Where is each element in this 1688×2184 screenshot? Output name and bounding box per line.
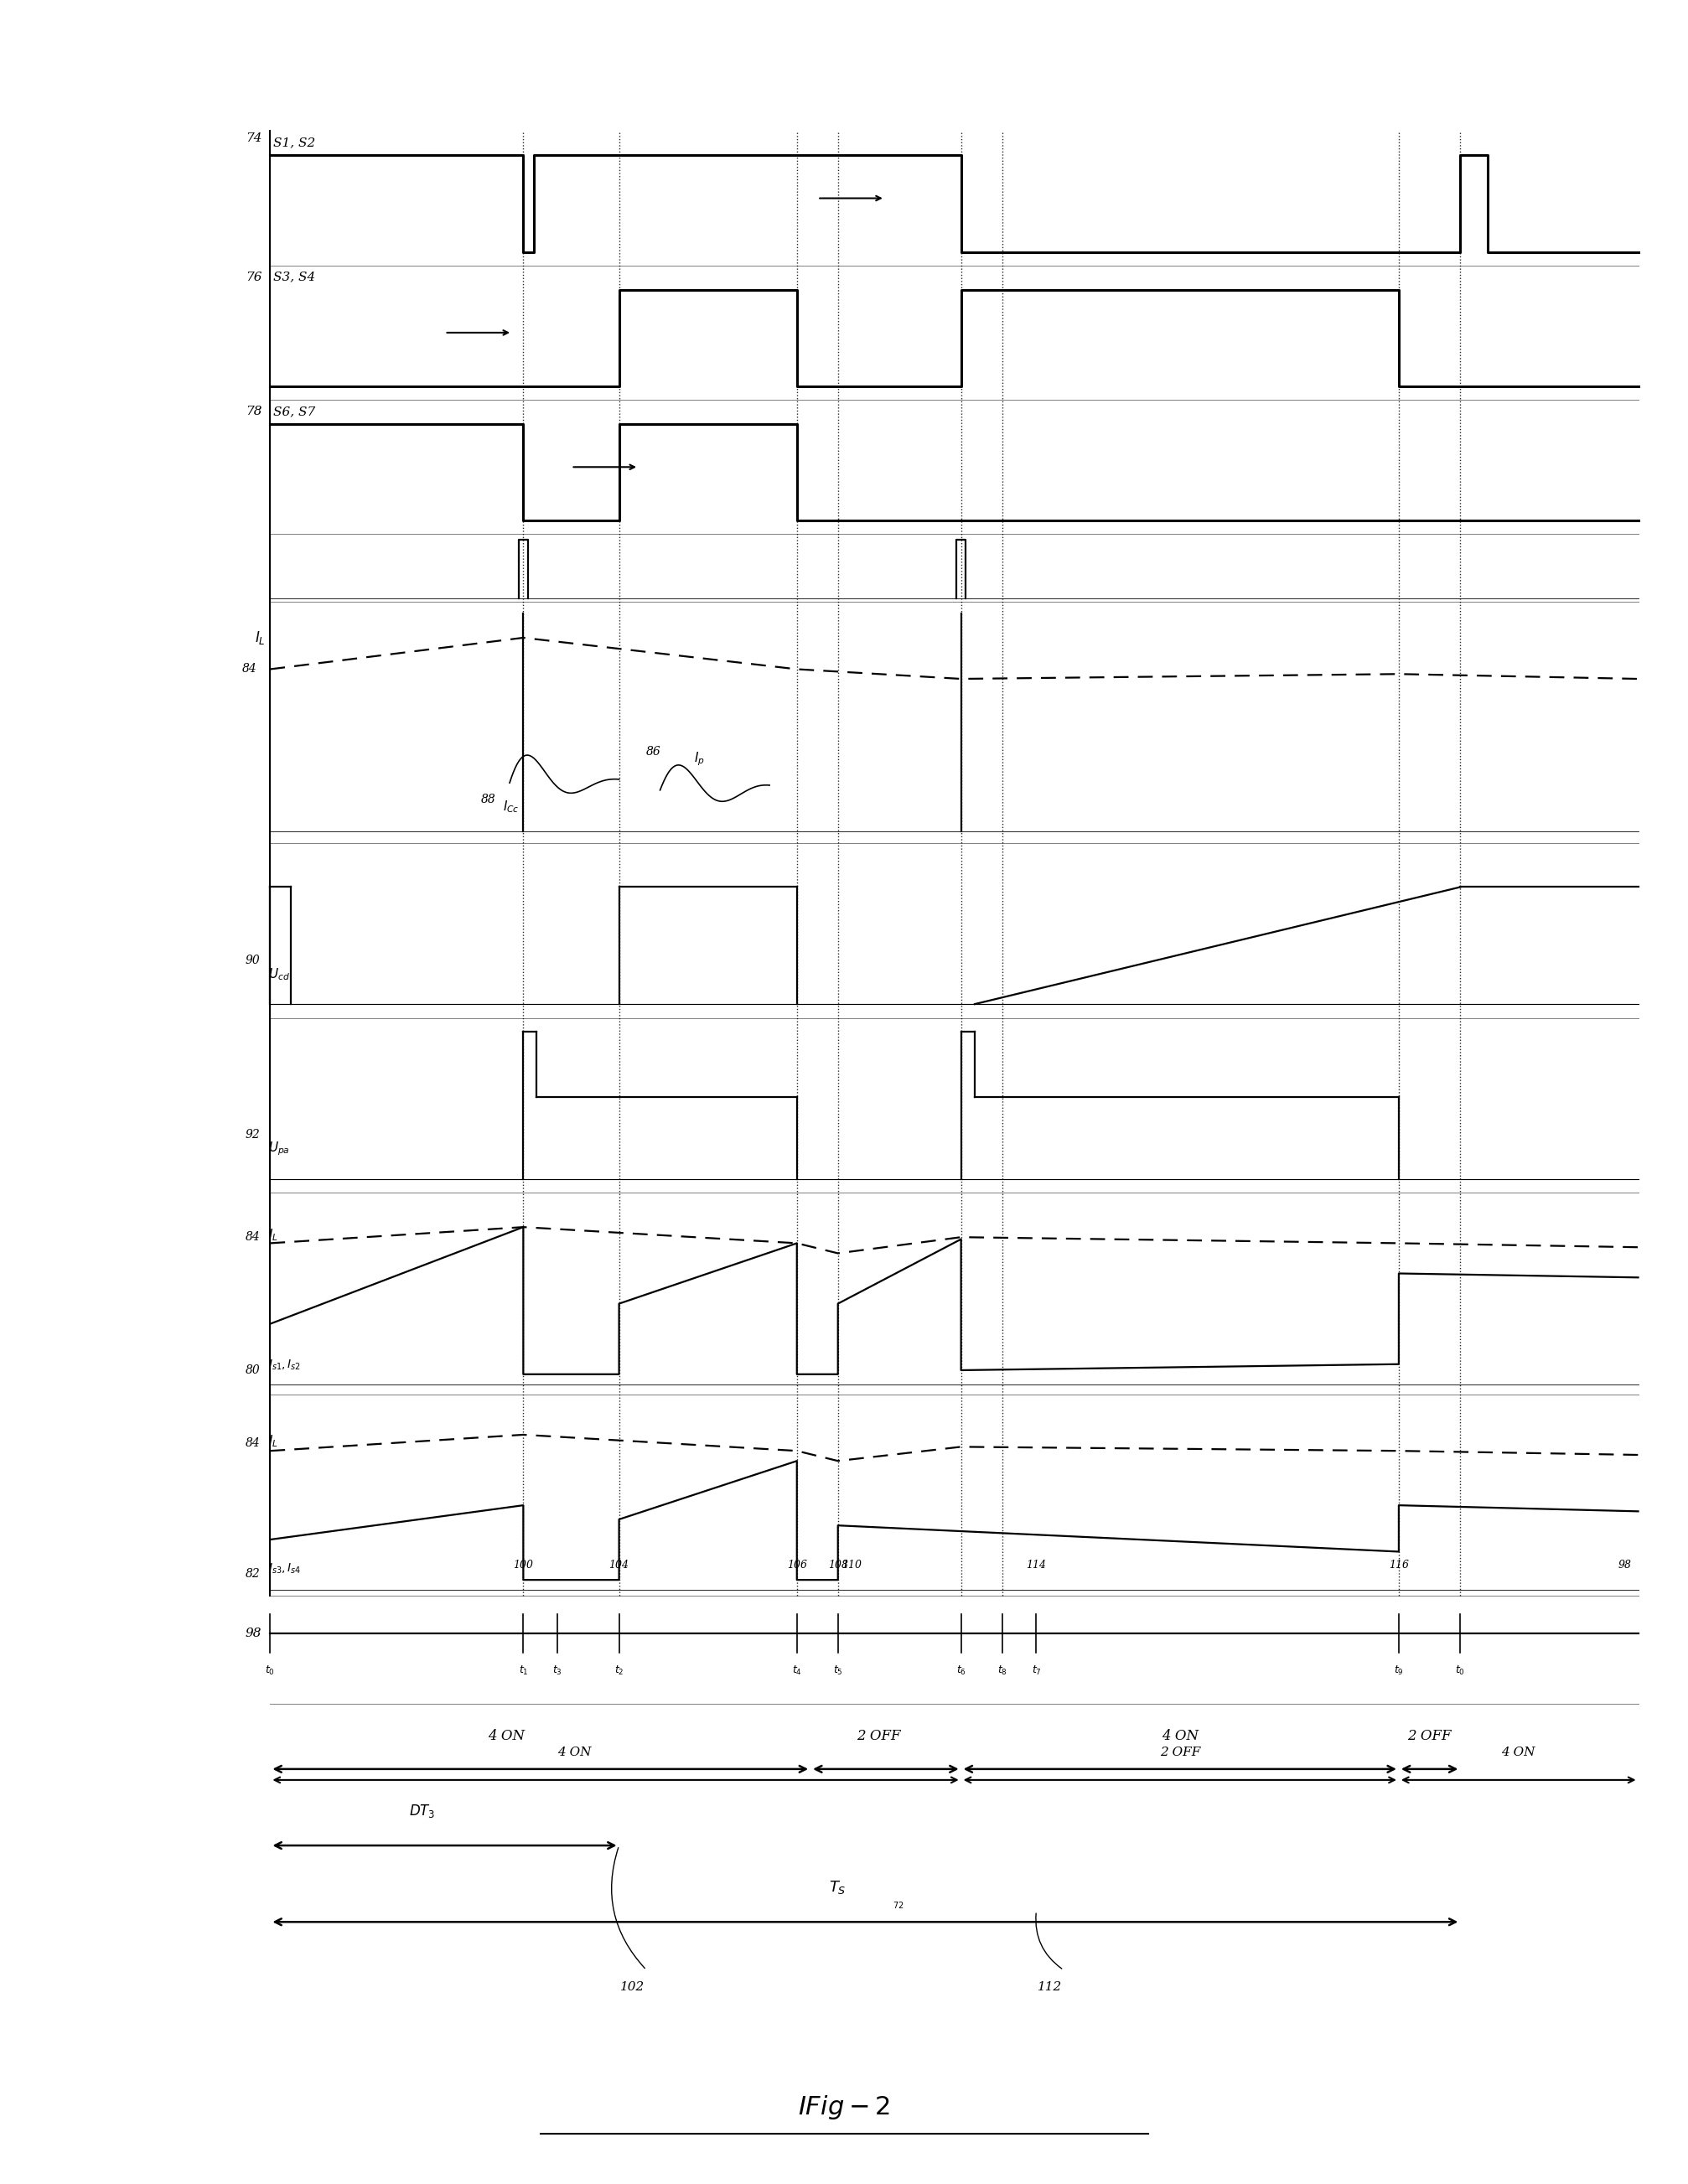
Text: 4 ON: 4 ON: [1501, 1747, 1534, 1758]
Text: 74: 74: [245, 133, 262, 144]
Text: 4 ON: 4 ON: [557, 1747, 591, 1758]
Text: 112: 112: [1036, 1981, 1062, 1994]
Text: 78: 78: [245, 406, 262, 417]
Text: 86: 86: [647, 745, 662, 758]
Text: $U_{cd}$: $U_{cd}$: [268, 968, 290, 983]
Text: 104: 104: [609, 1559, 630, 1570]
Text: $I_L$: $I_L$: [268, 1433, 279, 1448]
Text: 102: 102: [619, 1981, 645, 1994]
Text: 2 OFF: 2 OFF: [1160, 1747, 1200, 1758]
Text: $t_2$: $t_2$: [614, 1664, 623, 1677]
Text: $t_8$: $t_8$: [996, 1664, 1006, 1677]
Text: $I_{s1}, I_{s2}$: $I_{s1}, I_{s2}$: [268, 1358, 300, 1372]
Text: 98: 98: [245, 1627, 262, 1640]
Text: 110: 110: [841, 1559, 861, 1570]
Text: $T_S$: $T_S$: [829, 1878, 846, 1896]
Text: $t_0$: $t_0$: [265, 1664, 275, 1677]
Text: $t_7$: $t_7$: [1031, 1664, 1041, 1677]
Text: 82: 82: [245, 1568, 260, 1579]
Text: 84: 84: [245, 1232, 260, 1243]
Text: 116: 116: [1388, 1559, 1408, 1570]
Text: $t_1$: $t_1$: [518, 1664, 528, 1677]
Text: 2 OFF: 2 OFF: [856, 1728, 900, 1743]
Text: 84: 84: [245, 1437, 260, 1448]
Text: 100: 100: [513, 1559, 533, 1570]
Text: 76: 76: [245, 271, 262, 284]
Text: 98: 98: [1617, 1559, 1631, 1570]
Text: $U_{pa}$: $U_{pa}$: [268, 1140, 290, 1158]
Text: 4 ON: 4 ON: [488, 1728, 525, 1743]
Text: 2 OFF: 2 OFF: [1406, 1728, 1452, 1743]
Text: 84: 84: [241, 664, 257, 675]
Text: $I_L$: $I_L$: [268, 1227, 279, 1243]
Text: S3, S4: S3, S4: [273, 271, 316, 284]
Text: $t_6$: $t_6$: [955, 1664, 966, 1677]
Text: $t_0$: $t_0$: [1455, 1664, 1465, 1677]
Text: 114: 114: [1026, 1559, 1047, 1570]
Text: $_{72}$: $_{72}$: [893, 1900, 903, 1911]
Text: $I_L$: $I_L$: [255, 629, 265, 646]
Text: $I_p$: $I_p$: [694, 749, 704, 767]
Text: $t_9$: $t_9$: [1393, 1664, 1403, 1677]
Text: $t_3$: $t_3$: [552, 1664, 562, 1677]
Text: 80: 80: [245, 1365, 260, 1376]
Text: 4 ON: 4 ON: [1161, 1728, 1198, 1743]
Text: 90: 90: [245, 954, 260, 965]
Text: $I_{s3}, I_{s4}$: $I_{s3}, I_{s4}$: [268, 1562, 302, 1577]
Text: 108: 108: [827, 1559, 847, 1570]
Text: $t_5$: $t_5$: [832, 1664, 842, 1677]
Text: S1, S2: S1, S2: [273, 138, 316, 149]
Text: S6, S7: S6, S7: [273, 406, 316, 417]
Text: 88: 88: [481, 795, 496, 806]
Text: $DT_3$: $DT_3$: [408, 1802, 436, 1819]
Text: $\mathit{IFig-2}$: $\mathit{IFig-2}$: [798, 2094, 890, 2121]
Text: 92: 92: [245, 1129, 260, 1140]
Text: $t_4$: $t_4$: [792, 1664, 802, 1677]
Text: 106: 106: [787, 1559, 807, 1570]
Text: $I_{Cc}$: $I_{Cc}$: [503, 799, 518, 815]
